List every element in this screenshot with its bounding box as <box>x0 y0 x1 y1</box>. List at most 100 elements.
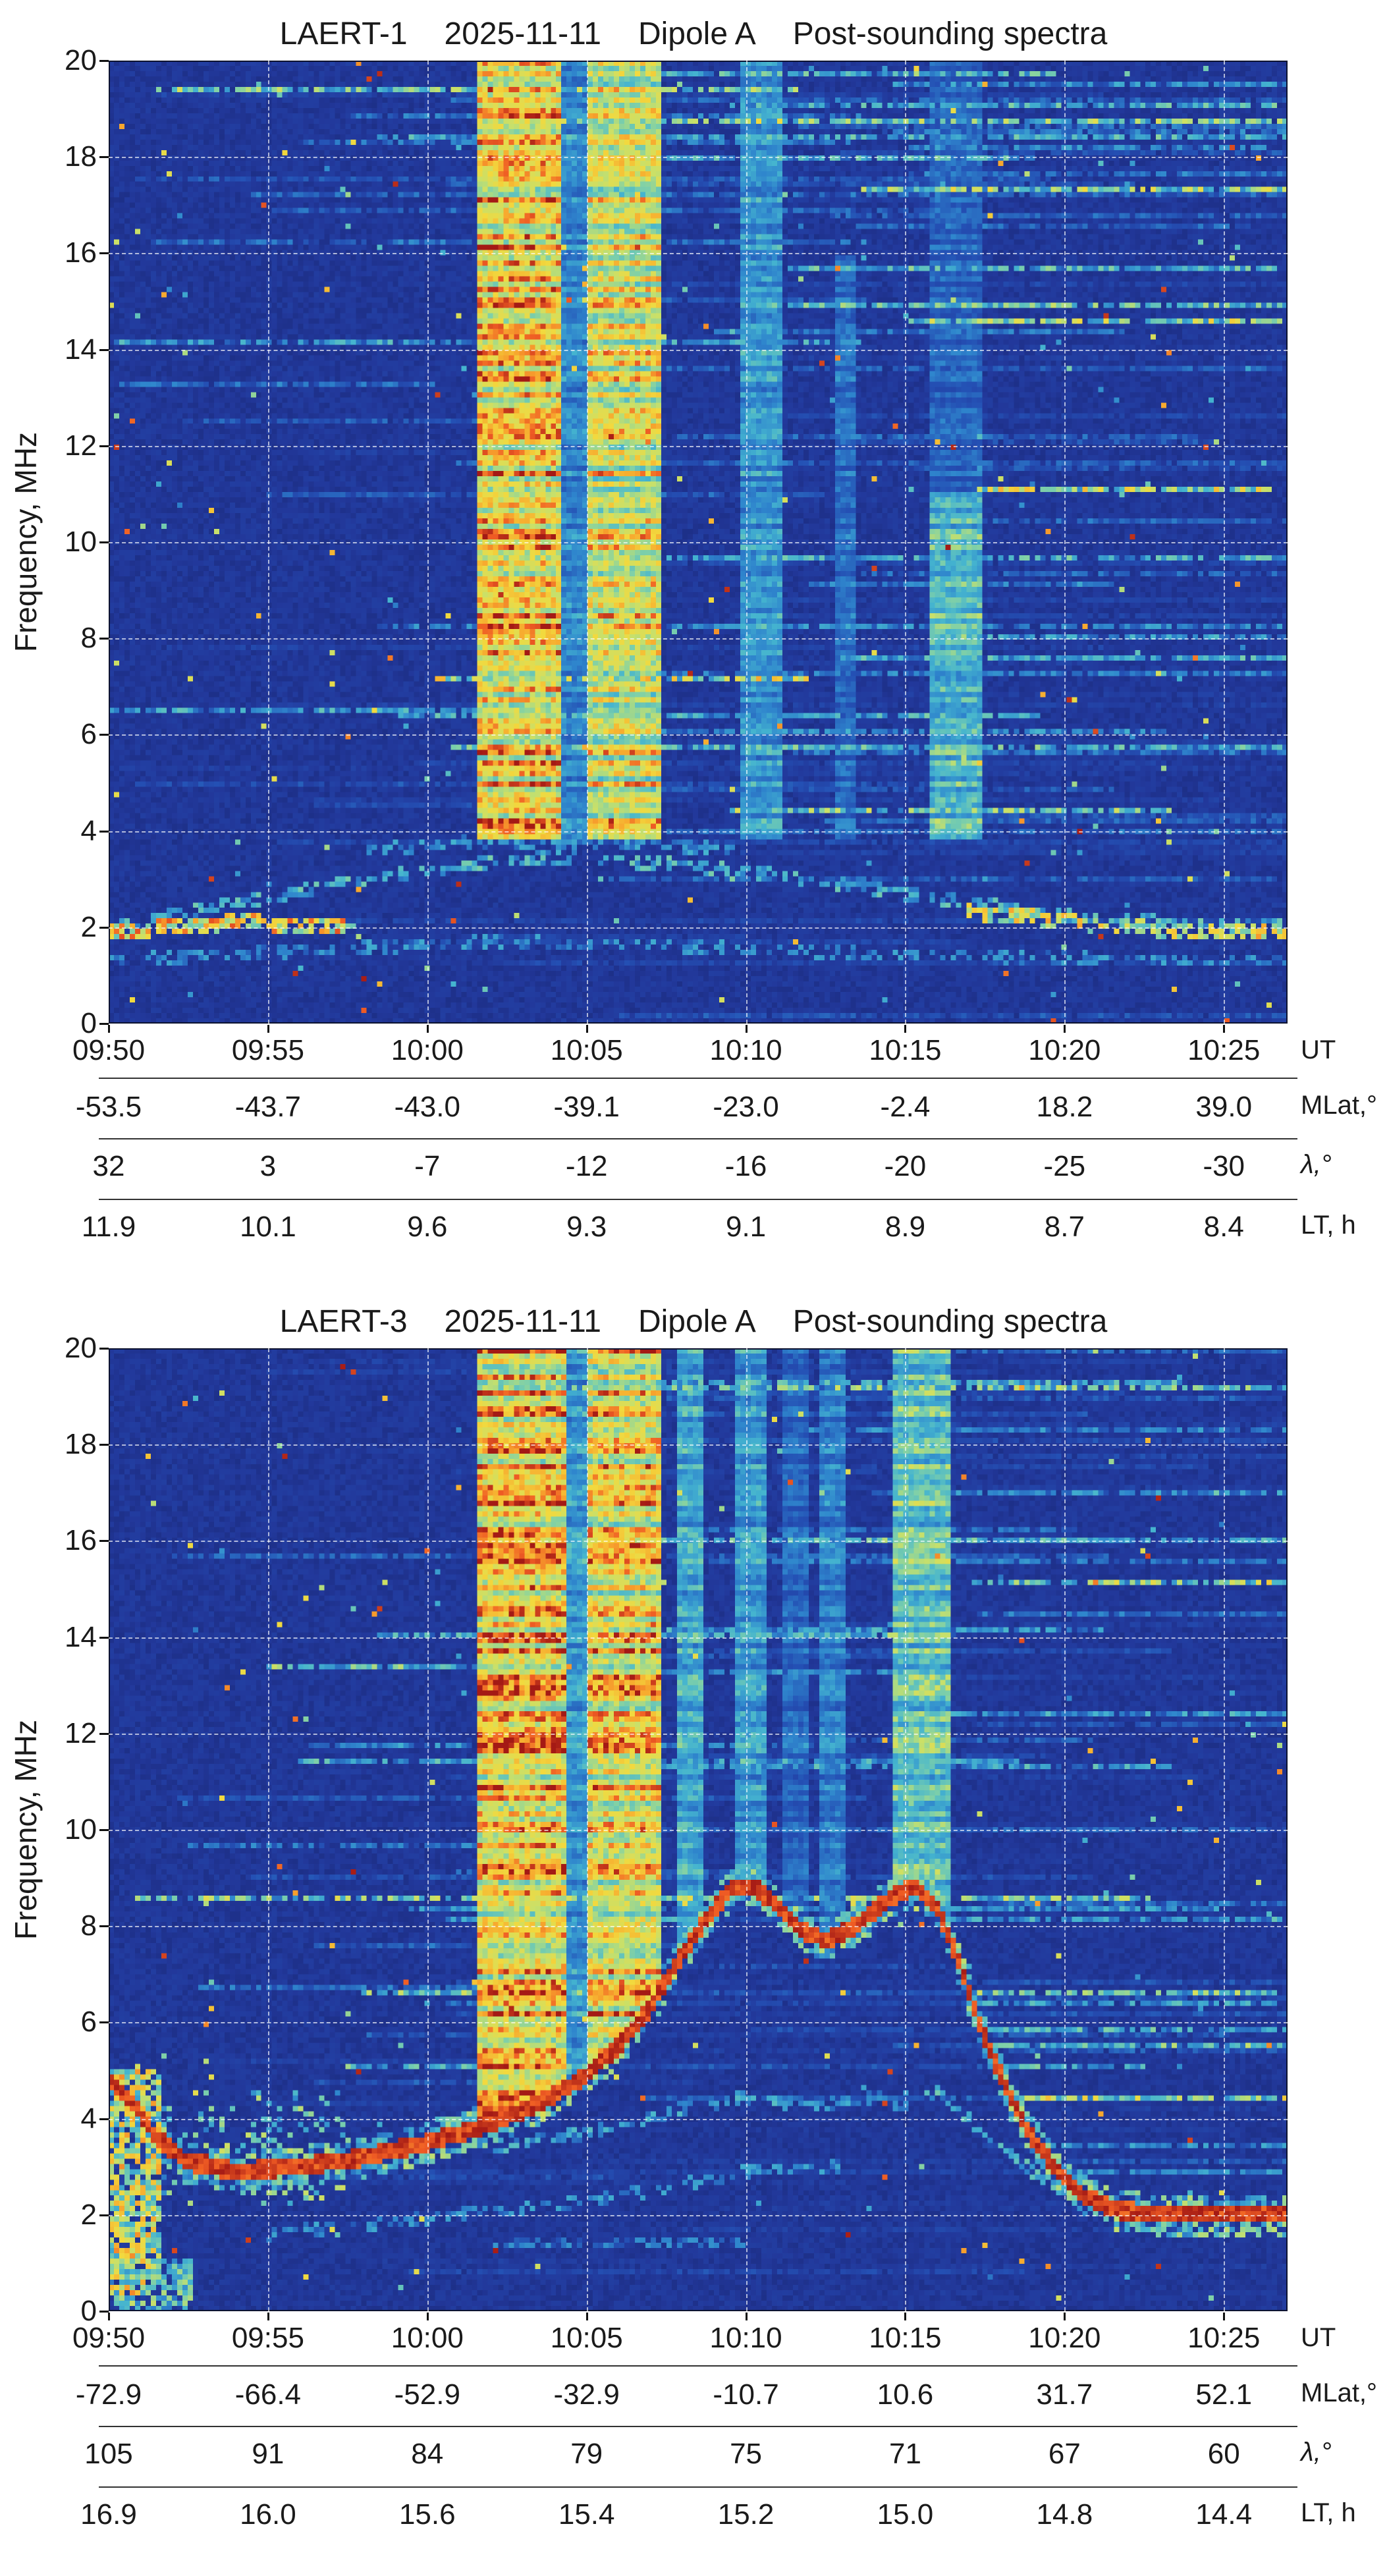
axis-row-value: -72.9 <box>75 2378 142 2411</box>
y-tick-mark <box>99 1636 109 1639</box>
y-tick-mark <box>99 638 109 640</box>
axis-row-value: -16 <box>724 1150 767 1182</box>
title-dipole: Dipole A <box>638 16 756 51</box>
y-tick-label: 2 <box>80 910 97 943</box>
axis-row-value: 8.4 <box>1203 1211 1244 1243</box>
grid-line-horizontal <box>109 2118 1288 2120</box>
y-tick-label: 0 <box>80 1007 97 1039</box>
axis-row-value: 84 <box>411 2438 444 2470</box>
axis-row-value: 71 <box>888 2438 921 2470</box>
y-tick-label: 4 <box>80 2102 97 2135</box>
x-tick-label: 10:05 <box>550 2322 623 2354</box>
y-tick-mark <box>99 2214 109 2216</box>
plot-area <box>109 61 1288 1024</box>
spectrogram-panel-laert-1: LAERT-1 2025-11-11 Dipole A Post-soundin… <box>0 16 1387 1243</box>
x-tick-label: 10:20 <box>1028 1034 1101 1066</box>
axis-row-value: 16.0 <box>240 2498 296 2531</box>
axis-row-value: -25 <box>1043 1150 1086 1182</box>
y-tick-mark <box>99 1732 109 1735</box>
y-tick-label: 20 <box>65 44 97 76</box>
axis-row-value: 75 <box>730 2438 763 2470</box>
x-tick-mark <box>267 1025 269 1033</box>
y-tick-label: 6 <box>80 2006 97 2039</box>
y-axis-label: Frequency, MHz <box>9 1719 43 1940</box>
y-axis-label: Frequency, MHz <box>9 431 43 653</box>
y-tick-mark <box>99 926 109 929</box>
grid-line-vertical <box>267 1348 269 2311</box>
x-tick-label: 10:20 <box>1028 2322 1101 2354</box>
y-tick-label: 2 <box>80 2198 97 2231</box>
x-tick-mark <box>267 2313 269 2320</box>
axis-row-separator <box>99 2426 1297 2427</box>
x-tick-label: 10:05 <box>550 1034 623 1066</box>
x-axis-unit-label: UT <box>1301 1035 1336 1064</box>
axis-row-value: 32 <box>92 1150 125 1182</box>
x-tick-label: 10:10 <box>709 2322 782 2354</box>
grid-line-vertical <box>1064 61 1066 1024</box>
axis-row-label: LT, h <box>1301 2498 1356 2527</box>
y-tick-mark <box>99 1925 109 1928</box>
axis-row-label: λ,° <box>1301 1150 1332 1179</box>
grid-line-horizontal <box>109 1733 1288 1735</box>
grid-line-horizontal <box>109 2022 1288 2024</box>
y-tick-label: 0 <box>80 2295 97 2327</box>
title-date: 2025-11-11 <box>444 16 601 51</box>
y-tick-mark <box>99 734 109 736</box>
grid-line-vertical <box>1224 1348 1226 2311</box>
x-tick-mark <box>904 2313 907 2320</box>
y-tick-mark <box>99 830 109 833</box>
axis-row-value: 15.6 <box>398 2498 456 2531</box>
y-tick-label: 10 <box>65 1813 97 1846</box>
grid-line-horizontal <box>109 1541 1288 1543</box>
x-tick-mark <box>745 2313 748 2320</box>
grid-line-horizontal <box>109 927 1288 929</box>
axis-row-value: 16.9 <box>80 2498 137 2531</box>
y-tick-mark <box>99 1444 109 1446</box>
y-tick-label: 12 <box>65 1716 97 1749</box>
axis-row-value: 91 <box>252 2438 285 2470</box>
x-tick-mark <box>108 2313 110 2320</box>
axis-row-value: -52.9 <box>394 2378 460 2411</box>
axis-row-value: 10.6 <box>877 2378 934 2411</box>
grid-line-horizontal <box>109 542 1288 543</box>
axis-row-separator <box>99 1199 1297 1200</box>
axis-row-value: 8.7 <box>1044 1211 1085 1243</box>
x-tick-mark <box>426 2313 429 2320</box>
y-tick-label: 14 <box>65 333 97 366</box>
axis-row-value: -66.4 <box>234 2378 302 2411</box>
y-tick-label: 14 <box>65 1620 97 1653</box>
axis-row-separator <box>99 1078 1297 1079</box>
grid-line-horizontal <box>109 253 1288 255</box>
chart-title: LAERT-1 2025-11-11 Dipole A Post-soundin… <box>0 16 1387 52</box>
grid-line-horizontal <box>109 1444 1288 1446</box>
grid-line-vertical <box>427 61 429 1024</box>
grid-line-vertical <box>1064 1348 1066 2311</box>
axis-row-value: 67 <box>1048 2438 1081 2470</box>
grid-line-horizontal <box>109 1637 1288 1639</box>
grid-line-horizontal <box>109 831 1288 833</box>
axis-row-value: -39.1 <box>553 1091 620 1123</box>
axis-row-value: 60 <box>1207 2438 1240 2470</box>
axis-row-value: 9.6 <box>407 1211 448 1243</box>
axis-row-label: LT, h <box>1301 1211 1356 1240</box>
y-axis-label-wrap: Frequency, MHz <box>1 61 50 1024</box>
axis-row-value: 14.8 <box>1036 2498 1093 2531</box>
grid-line-horizontal <box>109 1926 1288 1928</box>
y-tick-mark <box>99 1023 109 1025</box>
grid-line-vertical <box>1224 61 1226 1024</box>
y-tick-label: 16 <box>65 1524 97 1557</box>
y-tick-mark <box>99 2311 109 2313</box>
title-kind: Post-sounding spectra <box>792 16 1108 51</box>
axis-row-value: -43.0 <box>394 1091 460 1123</box>
grid-line-horizontal <box>109 157 1288 159</box>
x-tick-mark <box>904 1025 907 1033</box>
y-tick-label: 4 <box>80 814 97 847</box>
axis-row-value: 3 <box>259 1150 277 1182</box>
y-tick-label: 6 <box>80 718 97 751</box>
x-tick-mark <box>585 1025 588 1033</box>
x-tick-mark <box>1223 2313 1226 2320</box>
y-tick-label: 12 <box>65 429 97 462</box>
y-tick-mark <box>99 541 109 543</box>
x-tick-label: 10:00 <box>391 2322 464 2354</box>
title-instrument: LAERT-3 <box>279 1304 408 1339</box>
